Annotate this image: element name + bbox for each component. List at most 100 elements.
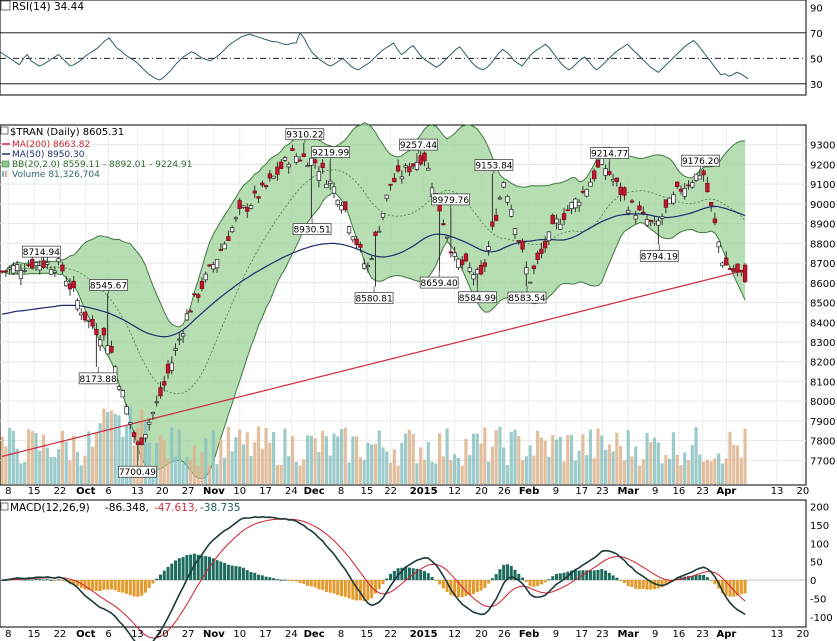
candle-body <box>90 319 95 327</box>
macd-time-tick-label: 20 <box>156 629 169 640</box>
volume-bar <box>272 432 276 484</box>
volume-bar <box>445 428 449 484</box>
volume-bar <box>98 423 102 484</box>
candle-body <box>218 249 223 251</box>
macd-histogram-bar <box>362 580 366 601</box>
macd-histogram-bar <box>596 569 600 581</box>
candle-body <box>686 184 691 187</box>
volume-bar <box>377 430 381 484</box>
price-tick-label: 8500 <box>810 299 835 310</box>
candle-body <box>584 189 589 197</box>
price-annotation-label: 9153.84 <box>475 162 512 172</box>
candle-body <box>576 201 582 207</box>
volume-bar <box>705 459 709 484</box>
macd-time-tick-label: 15 <box>28 629 41 640</box>
candle-body <box>101 328 107 336</box>
macd-time-tick-label: 13 <box>771 629 784 640</box>
volume-bar <box>392 449 396 484</box>
candle-body <box>588 181 593 187</box>
volume-bar <box>238 429 242 484</box>
candle-body <box>592 170 597 180</box>
volume-bar <box>400 442 404 484</box>
macd-histogram-bar <box>419 570 423 581</box>
macd-histogram-bar <box>234 566 238 581</box>
candle-body <box>482 262 487 267</box>
candle-body <box>693 173 699 181</box>
candle-body <box>41 260 46 268</box>
volume-bar <box>630 456 634 484</box>
volume-bar <box>128 406 132 484</box>
volume-bar <box>75 452 80 484</box>
volume-bar <box>370 444 374 484</box>
annotation-box <box>639 250 679 262</box>
macd-histogram-bar <box>23 579 27 581</box>
macd-histogram-bar <box>158 574 162 581</box>
time-tick-label: 10 <box>233 486 246 497</box>
candle-body <box>312 159 318 164</box>
candle-body <box>486 246 491 251</box>
volume-bar <box>539 437 544 484</box>
macd-histogram-bar <box>249 572 253 581</box>
candle-body <box>607 171 612 175</box>
volume-bar <box>26 429 31 484</box>
macd-time-tick-label: 20 <box>797 629 810 640</box>
price-tick-label: 8200 <box>810 358 835 369</box>
price-tick-label: 7800 <box>810 437 835 448</box>
candle-body <box>226 236 231 241</box>
volume-bar <box>298 465 302 484</box>
candle-body <box>245 207 250 212</box>
candle-body <box>282 157 288 161</box>
macd-histogram-bar <box>328 580 332 593</box>
volume-bar <box>615 432 619 484</box>
candle-body <box>335 199 340 206</box>
volume-bar <box>189 459 193 484</box>
macd-time-tick-label: 8 <box>5 629 11 640</box>
candle-body <box>26 264 31 266</box>
candle-body <box>392 177 397 183</box>
price-tick-label: 8400 <box>810 318 835 329</box>
volume-bar <box>102 408 106 484</box>
candle-body <box>550 214 555 225</box>
macd-histogram-bar <box>426 573 430 581</box>
macd-histogram-bar <box>302 580 306 584</box>
price-tick-label: 8800 <box>810 239 835 250</box>
candle-body <box>354 238 359 246</box>
candle-body <box>97 339 103 347</box>
volume-bar <box>483 427 487 484</box>
volume-bar <box>351 436 355 484</box>
macd-histogram-bar <box>174 560 178 581</box>
macd-histogram-bar <box>460 580 464 598</box>
annotation-box <box>78 372 118 385</box>
candle-body <box>490 221 495 227</box>
volume-bar <box>34 433 38 484</box>
moving-average-layer <box>1 205 746 457</box>
volume-bar <box>23 461 27 484</box>
volume-bar <box>362 460 366 484</box>
candle-body <box>3 270 8 273</box>
volume-bar <box>453 454 457 484</box>
volume-bar <box>162 440 166 484</box>
candle-body <box>373 231 378 236</box>
candle-body <box>527 281 533 284</box>
macd-histogram-bar <box>109 580 113 590</box>
macd-time-tick-label: 17 <box>259 629 272 640</box>
macd-histogram-bar <box>377 580 381 590</box>
time-tick-label: 27 <box>182 486 195 497</box>
macd-histogram-bar <box>287 580 291 582</box>
volume-bar <box>234 437 238 484</box>
candle-body <box>177 338 182 341</box>
candle-body <box>712 218 718 224</box>
macd-time-tick-label: 6 <box>105 629 111 640</box>
volume-bar <box>226 426 230 484</box>
volume-bar <box>430 461 434 484</box>
candle-body <box>79 312 84 316</box>
candle-body <box>384 194 389 199</box>
time-tick-label: 2015 <box>410 486 438 497</box>
macd-histogram-bar <box>45 579 49 581</box>
candle-body <box>603 168 608 176</box>
candle-body <box>505 196 510 203</box>
price-annotation-label: 8930.51 <box>293 226 330 236</box>
macd-histogram-bar <box>196 554 200 581</box>
candle-body <box>320 162 325 168</box>
volume-bar <box>373 444 378 484</box>
